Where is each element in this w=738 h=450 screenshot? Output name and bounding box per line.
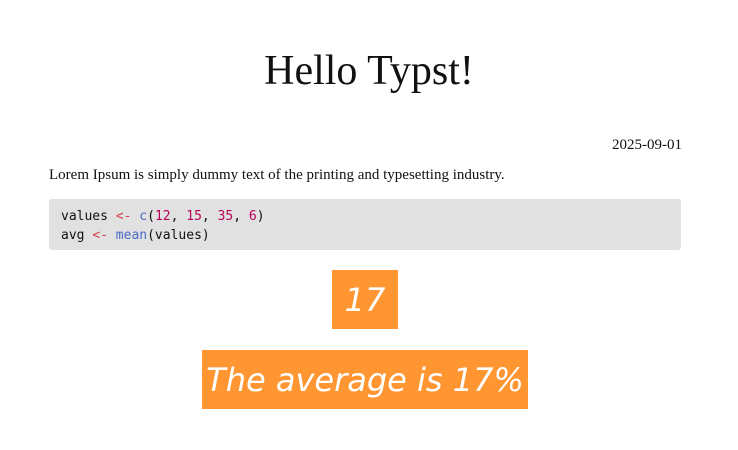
- code-arguments: (values): [147, 228, 210, 243]
- code-separator: ,: [233, 209, 249, 224]
- code-assign-operator: <-: [92, 228, 108, 243]
- code-block: values <- c(12, 15, 35, 6) avg <- mean(va…: [49, 199, 681, 250]
- page-title: Hello Typst!: [264, 48, 474, 94]
- document-date: 2025-09-01: [612, 137, 682, 153]
- code-number: 15: [186, 209, 202, 224]
- code-variable: avg: [61, 228, 93, 243]
- code-function: mean: [115, 228, 148, 243]
- code-assign-operator: <-: [115, 209, 132, 224]
- code-variable: values: [61, 209, 116, 224]
- code-number: 12: [154, 209, 171, 224]
- code-paren-open: (: [147, 209, 155, 224]
- result-value: 17: [344, 280, 386, 319]
- result-sentence-box: The average is 17%: [202, 350, 528, 409]
- code-function: c: [139, 209, 148, 224]
- code-paren-close: ): [256, 209, 265, 224]
- code-line-1: values <- c(12, 15, 35, 6): [61, 207, 669, 226]
- code-number: 6: [248, 209, 257, 224]
- code-separator: ,: [201, 209, 218, 224]
- body-paragraph: Lorem Ipsum is simply dummy text of the …: [49, 167, 505, 183]
- result-value-box: 17: [332, 270, 398, 329]
- code-line-2: avg <- mean(values): [61, 226, 669, 245]
- code-separator: ,: [170, 209, 187, 224]
- code-space: [108, 228, 116, 243]
- code-number: 35: [217, 209, 234, 224]
- result-sentence: The average is 17%: [206, 360, 524, 399]
